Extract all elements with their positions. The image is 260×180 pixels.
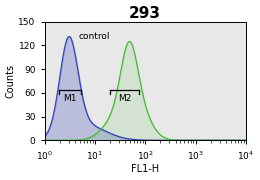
Y-axis label: Counts: Counts <box>5 64 16 98</box>
X-axis label: FL1-H: FL1-H <box>131 165 159 174</box>
Text: M1: M1 <box>63 94 76 103</box>
Title: 293: 293 <box>129 6 161 21</box>
Text: control: control <box>79 32 110 41</box>
Text: M2: M2 <box>118 94 131 103</box>
